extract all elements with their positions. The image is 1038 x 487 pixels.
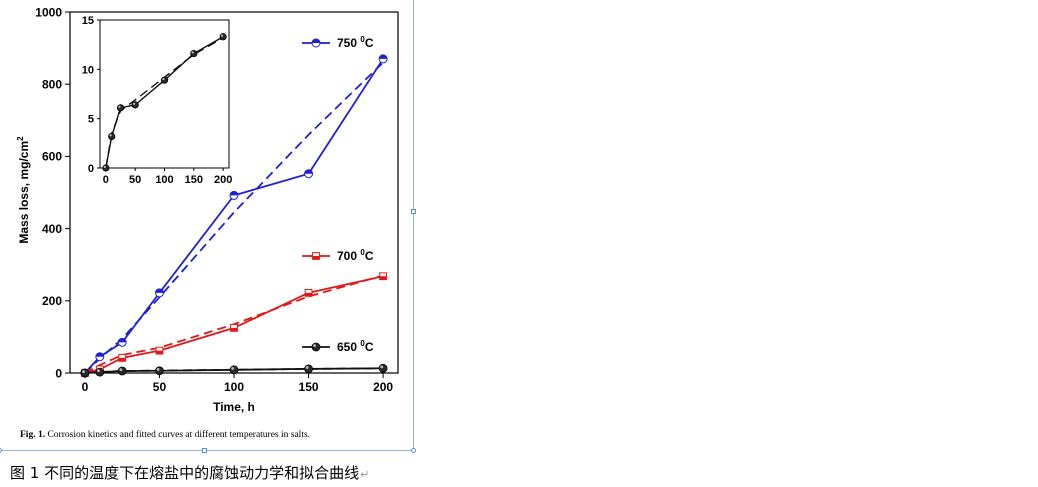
data-point [117,366,127,376]
x-tick-label: 100 [224,380,244,394]
data-point [102,164,110,172]
data-point-highlight [103,165,106,169]
data-point-fill [379,276,387,280]
legend-label-degree: 0 [360,339,365,348]
data-point-highlight [380,365,384,369]
series-fitted-curve [84,274,384,374]
image-frame-bottom-edge [0,450,414,451]
data-point-highlight [118,105,121,108]
resize-handle-bottom-left[interactable] [0,448,2,453]
data-point-fill [230,327,238,332]
legend-label-value: 700 [337,249,360,263]
data-point [378,363,388,373]
resize-handle-bottom-right[interactable] [411,448,416,453]
legend-label-unit: C [365,36,374,50]
x-tick-label: 50 [153,380,167,394]
data-point [219,33,227,41]
legend-label-value: 650 [337,340,360,354]
inset-background [100,20,229,168]
y-tick-label: 400 [42,222,62,236]
data-point [304,364,313,374]
data-point-highlight [162,77,165,81]
y-tick-label: 800 [42,78,62,92]
data-point-fill [95,352,104,357]
data-point [311,342,321,352]
chinese-caption-text: 图 1 不同的温度下在熔盐中的腐蚀动力学和拟合曲线 [10,464,360,482]
inset-y-tick-label: 0 [88,163,94,175]
inset-y-tick-label: 5 [88,114,94,126]
data-point-highlight [119,368,123,372]
inset-y-tick-label: 10 [82,64,94,76]
data-point-highlight [231,367,235,370]
data-point [108,132,116,141]
legend-label-unit: C [365,249,374,263]
legend-label: 700 0C [337,248,374,263]
legend-label-value: 750 [337,36,360,50]
legend-label-degree: 0 [360,35,365,44]
legend-label-degree: 0 [360,248,365,257]
data-point-fill [379,54,388,59]
data-point-highlight [305,366,309,369]
x-tick-label: 200 [373,380,393,394]
data-point-highlight [97,369,100,373]
inset-x-tick-label: 50 [129,174,141,186]
data-point [131,101,139,109]
data-point-fill [304,169,313,174]
data-point [160,76,169,84]
x-tick-label: 150 [299,380,319,394]
y-axis-label-superscript: 2 [16,136,25,141]
y-tick-label: 1000 [35,5,62,19]
data-point [190,49,198,58]
inset-x-tick-label: 100 [155,174,173,186]
chinese-caption: 图 1 不同的温度下在熔盐中的腐蚀动力学和拟合曲线↵ [10,462,369,483]
data-point-fill [312,39,320,43]
figure-caption-text: Corrosion kinetics and fitted curves at … [47,430,311,440]
figure-caption: Fig. 1. Corrosion kinetics and fitted cu… [20,430,310,440]
data-point-highlight [156,367,160,371]
data-point [80,368,90,378]
data-point-fill [312,256,320,260]
data-point [155,366,164,376]
data-point [95,367,105,377]
data-point-fill [155,288,164,293]
data-point-fill [156,350,163,355]
data-point-fill [118,357,126,362]
y-tick-label: 600 [42,150,62,164]
inset-y-tick-label: 15 [82,15,94,27]
inset-x-tick-label: 0 [103,174,109,186]
legend-label: 650 0C [337,339,374,354]
inset-plot: 0 50 100 150 200 0 5 10 15 [82,15,233,186]
image-frame-right-edge [413,0,414,450]
resize-handle-right-middle[interactable] [411,209,416,214]
y-tick-label: 200 [42,294,62,308]
data-point-highlight [82,370,85,373]
figure-caption-label: Fig. 1. [20,430,46,440]
legend-label: 750 0C [337,35,374,50]
paragraph-mark-icon: ↵ [360,468,370,481]
data-point-highlight [132,102,136,105]
data-point-highlight [109,134,112,137]
legend-label-unit: C [365,340,374,354]
resize-handle-bottom-middle[interactable] [202,448,207,453]
y-tick-label: 0 [55,366,62,380]
data-point-fill [230,191,238,196]
inset-x-tick-label: 200 [214,174,232,186]
x-axis-label: Time, h [213,400,255,414]
data-point [229,365,239,375]
data-point-fill [305,292,312,297]
data-point-highlight [313,344,316,347]
data-point [116,104,125,112]
inset-x-tick-label: 150 [185,174,203,186]
data-point-highlight [191,51,194,54]
x-tick-label: 0 [82,380,89,394]
y-axis-label: Mass loss, mg/cm2 [16,136,31,244]
data-point-highlight [220,34,224,37]
data-point-fill [118,338,127,343]
